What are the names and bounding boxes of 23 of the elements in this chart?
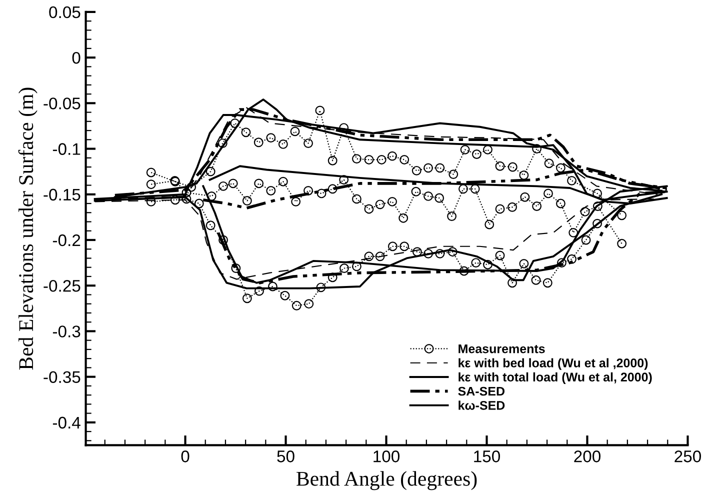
y-tick-label: -0.05 (44, 98, 80, 110)
y-tick-label: -0.4 (52, 416, 80, 429)
y-tick-label: 0.05 (49, 6, 80, 18)
x-tick-label: 250 (674, 450, 701, 462)
legend-label: kω-SED (458, 400, 505, 410)
x-tick-label: 100 (374, 450, 400, 462)
x-tick-label: 50 (277, 450, 294, 462)
x-tick-label: 200 (574, 450, 600, 462)
legend-label: Measurements (458, 344, 545, 354)
legend-label: SA-SED (458, 386, 504, 396)
x-axis-title: Bend Angle (degrees) (296, 471, 477, 490)
y-tick-label: -0.2 (52, 234, 80, 246)
y-tick-label: -0.1 (52, 143, 80, 155)
y-tick-label: -0.25 (44, 280, 80, 292)
y-tick-label: -0.3 (52, 326, 80, 338)
y-tick-label: 0 (72, 52, 80, 64)
legend-label: kε with total load (Wu et al, 2000) (458, 372, 652, 384)
x-tick-label: 0 (181, 450, 190, 462)
y-tick-label: -0.15 (44, 188, 80, 201)
legend-label: kε with bed load (Wu et al ,2000) (458, 358, 648, 370)
x-tick-label: 150 (474, 450, 500, 462)
y-tick-label: -0.35 (44, 371, 80, 384)
y-axis-title: Bed Elevations under Surface (m) (18, 88, 38, 370)
